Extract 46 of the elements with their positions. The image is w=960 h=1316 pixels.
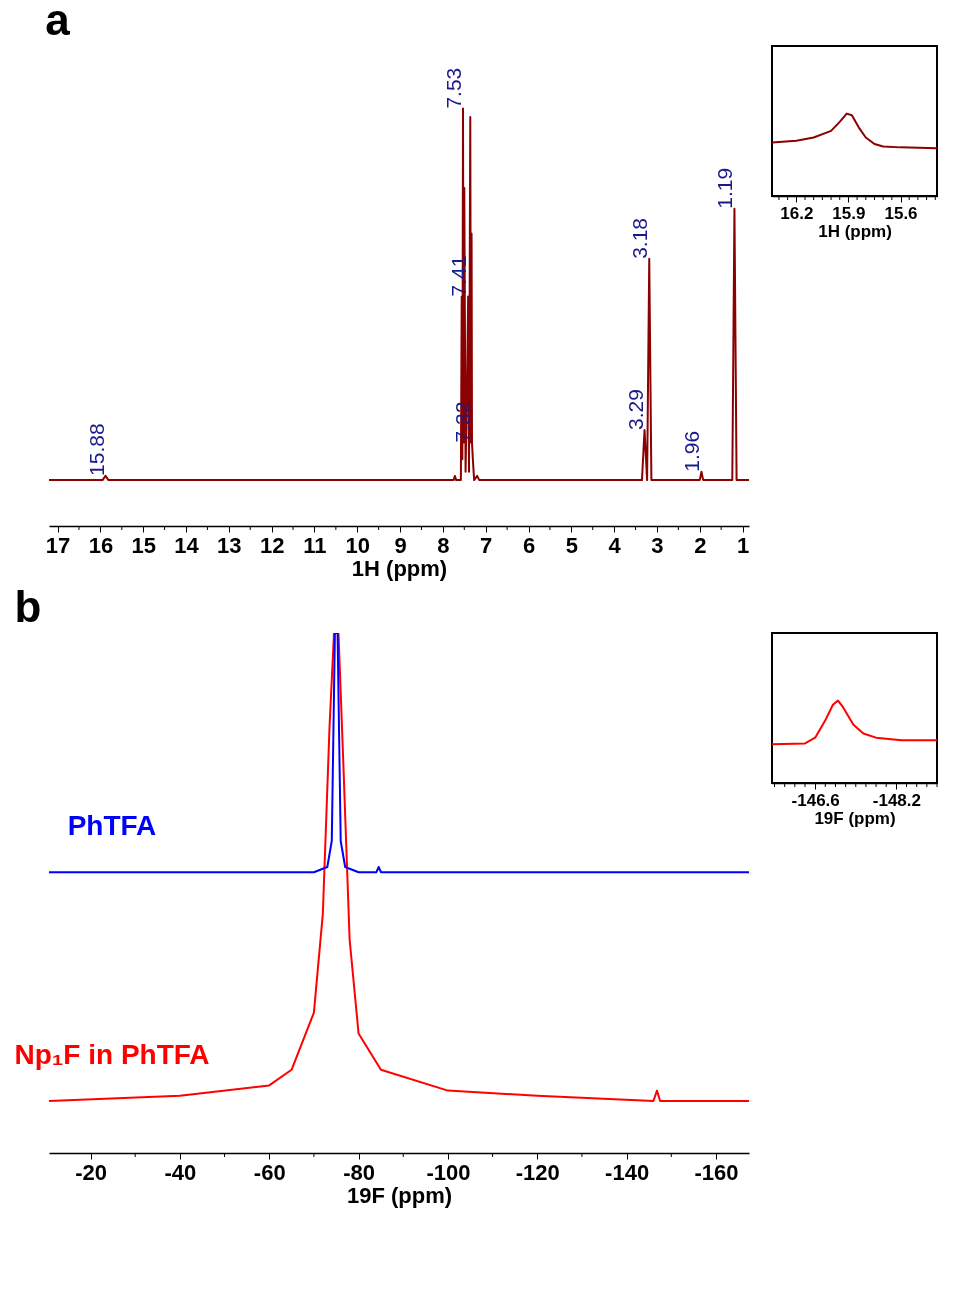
x-tick-label: 9 xyxy=(394,532,407,558)
x-tick-label: 8 xyxy=(437,532,450,558)
x-tick-label: -60 xyxy=(253,1159,286,1185)
x-tick-label: 16.2 xyxy=(780,203,814,223)
x-tick-label: -146.6 xyxy=(791,790,840,810)
x-tick-label: 12 xyxy=(259,532,285,558)
x-tick-label: 5 xyxy=(565,532,578,558)
x-tick-label: 15 xyxy=(131,532,156,558)
x-tick-label: -148.2 xyxy=(872,790,921,810)
annotation: 7.32 xyxy=(451,401,474,443)
annotation: 1.19 xyxy=(713,167,737,209)
x-tick-label: 10 xyxy=(345,532,370,558)
annotation: 3.29 xyxy=(623,389,647,430)
x-tick-label: -160 xyxy=(694,1159,739,1185)
x-tick-label: 6 xyxy=(522,532,536,558)
x-axis-title: 1H (ppm) xyxy=(818,221,892,241)
x-tick-label: 2 xyxy=(694,532,707,558)
x-tick-label: 13 xyxy=(217,532,242,558)
series-label: Np₁F in PhTFA xyxy=(14,1038,210,1070)
x-tick-label: 16 xyxy=(88,532,114,558)
chart-title: a xyxy=(45,0,71,44)
x-axis-title: 1H (ppm) xyxy=(351,555,448,581)
series-label: PhTFA xyxy=(67,810,157,841)
x-axis-title: 19F (ppm) xyxy=(346,1182,453,1208)
annotation: 3.18 xyxy=(628,217,652,259)
x-tick-label: 15.9 xyxy=(832,203,866,223)
annotation: 7.53 xyxy=(442,67,466,109)
x-tick-label: -80 xyxy=(343,1159,375,1185)
annotation: 1.96 xyxy=(680,430,704,472)
x-axis-title: 19F (ppm) xyxy=(814,808,896,828)
x-tick-label: 15.6 xyxy=(884,203,918,223)
chart-title: b xyxy=(14,582,42,631)
x-tick-label: 17 xyxy=(45,532,71,558)
x-tick-label: 14 xyxy=(174,532,200,558)
x-tick-label: -120 xyxy=(515,1159,560,1185)
x-tick-label: 1 xyxy=(736,532,750,558)
x-tick-label: -140 xyxy=(605,1159,650,1185)
x-tick-label: 4 xyxy=(608,532,622,558)
x-tick-label: -100 xyxy=(426,1159,471,1185)
x-tick-label: 7 xyxy=(480,532,493,558)
annotation: 15.88 xyxy=(84,423,108,476)
annotation: 7.41 xyxy=(447,255,471,297)
x-tick-label: 11 xyxy=(303,532,327,558)
x-tick-label: -20 xyxy=(75,1159,107,1185)
x-tick-label: 3 xyxy=(651,532,664,558)
x-tick-label: -40 xyxy=(164,1159,197,1185)
